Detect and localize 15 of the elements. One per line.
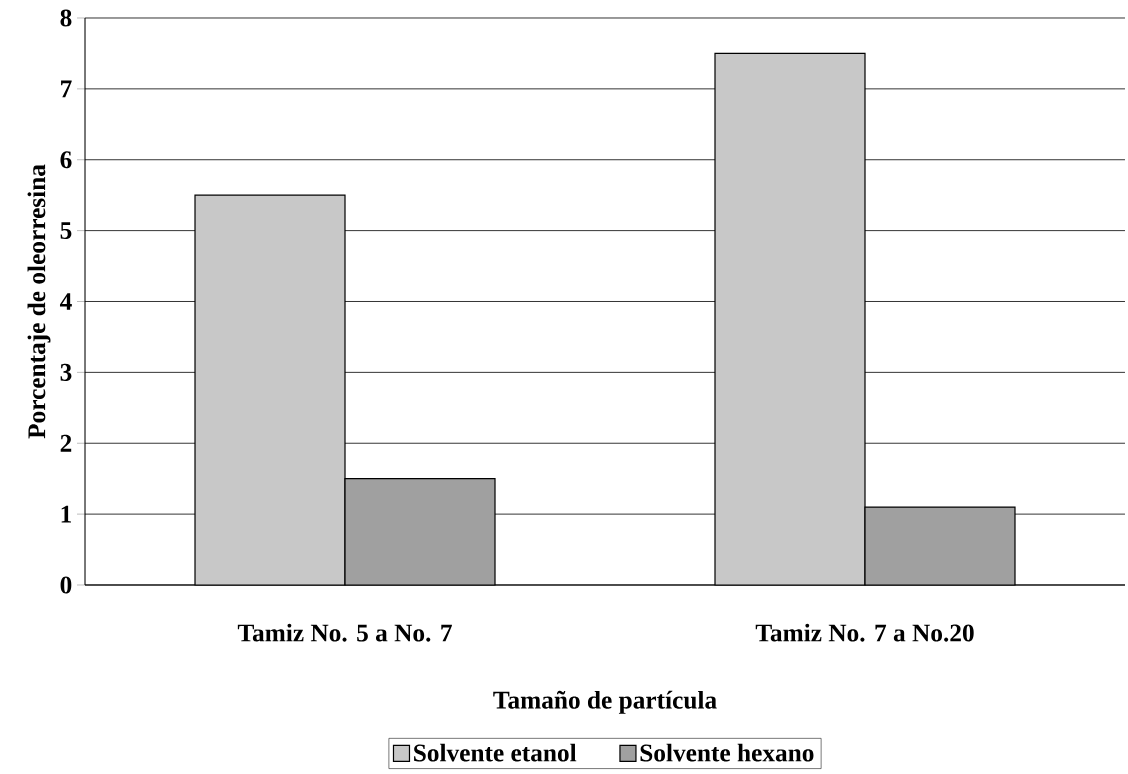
y-tick-label: 6 bbox=[60, 151, 72, 169]
y-tick-label: 3 bbox=[60, 363, 72, 381]
y-tick-label: 2 bbox=[60, 434, 72, 452]
y-tick-label: 0 bbox=[60, 576, 72, 594]
y-tick-label: 5 bbox=[60, 222, 72, 240]
x-tick-label: Tamiz No. 7 a No.20 bbox=[755, 623, 974, 642]
y-tick-label: 8 bbox=[60, 9, 72, 27]
x-axis-title: Tamaño de partícula bbox=[493, 690, 717, 714]
y-tick-label: 7 bbox=[61, 80, 72, 98]
y-tick-label: 1 bbox=[61, 505, 71, 523]
legend-label: Solvente hexano bbox=[640, 743, 814, 762]
y-tick-label: 4 bbox=[59, 293, 72, 310]
legend-label: Solvente etanol bbox=[414, 743, 577, 762]
y-axis-title: Porcentaje de oleorresina bbox=[27, 164, 51, 439]
x-tick-label: Tamiz No. 5 a No. 7 bbox=[237, 623, 452, 642]
